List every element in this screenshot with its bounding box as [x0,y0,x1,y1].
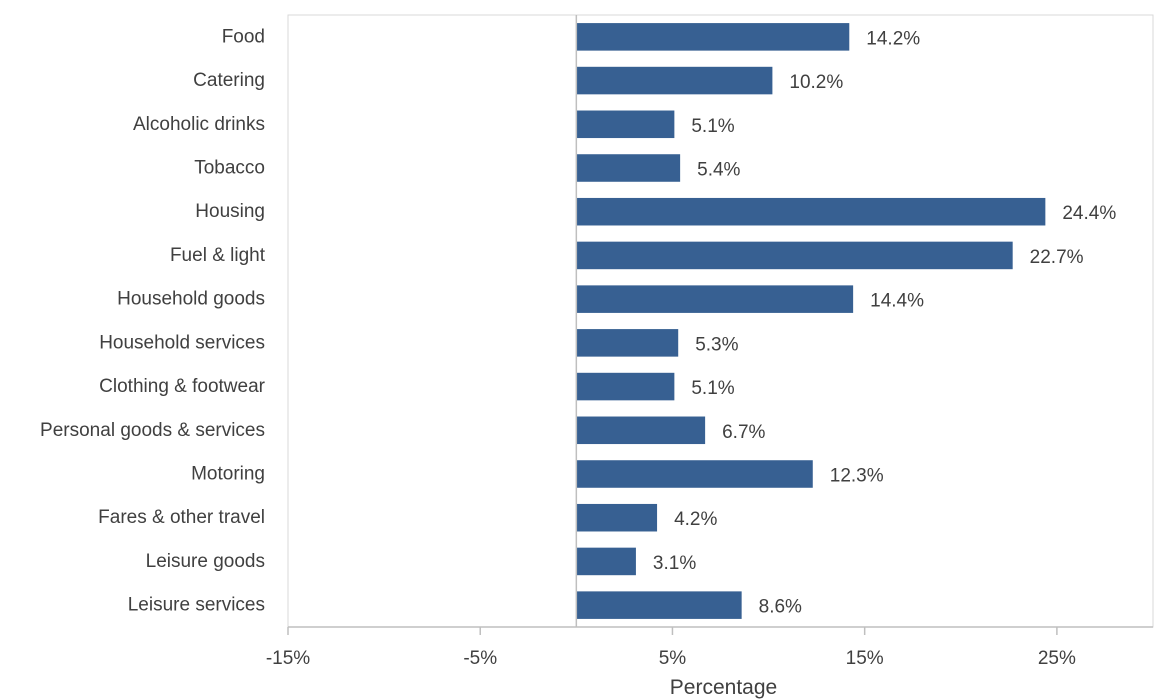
bars-layer [576,23,1046,619]
plot-frame [287,14,1154,628]
data-label: 5.3% [695,334,738,355]
bar [576,241,1013,270]
bar [576,460,813,488]
category-label: Housing [195,201,265,222]
data-label: 4.2% [674,509,717,530]
category-label: Catering [193,70,265,91]
data-label: 3.1% [653,553,696,574]
category-label: Fares & other travel [98,507,265,528]
bar [576,66,773,95]
bar [576,154,681,182]
bar [576,110,675,139]
bar [576,329,679,357]
category-label: Clothing & footwear [99,376,265,397]
data-label: 14.4% [870,291,924,312]
x-tick-label: 25% [1038,648,1076,669]
category-label: Household services [99,332,265,353]
category-label: Leisure services [128,595,265,616]
x-tick-label: -15% [266,648,310,669]
category-label: Food [222,26,265,47]
category-label: Household goods [117,289,265,310]
x-axis-ticks: -15% -5% 5% 15% 25% [266,627,1076,669]
data-label: 8.6% [759,597,802,618]
data-label: 22.7% [1030,247,1084,268]
bar [576,23,850,51]
x-tick-label: 5% [659,648,687,669]
bar [576,285,854,313]
x-tick-label: -5% [463,648,497,669]
category-label: Personal goods & services [40,420,265,441]
bar [576,372,675,401]
data-label: 5.4% [697,160,740,181]
bar [576,416,706,445]
category-label: Tobacco [194,158,265,179]
x-tick-label: 15% [846,648,884,669]
data-label: 5.1% [691,378,734,399]
data-label: 12.3% [830,466,884,487]
data-label: 5.1% [691,116,734,137]
data-label: 14.2% [866,28,920,49]
category-labels: Food Catering Alcoholic drinks Tobacco Housi… [40,26,266,615]
category-label: Leisure goods [146,551,265,572]
x-axis-title: Percentage [670,676,777,699]
bar [576,503,658,532]
bar [576,591,742,619]
data-label: 6.7% [722,422,765,443]
category-label: Motoring [191,464,265,485]
bar [576,547,636,576]
category-label: Alcoholic drinks [133,114,265,135]
bar [576,197,1046,226]
category-label: Fuel & light [170,245,266,266]
value-labels: 14.2% 10.2% 5.1% 5.4% 24.4% 22.7% 14.4% 5.3% 5.1… [653,28,1116,617]
data-label: 24.4% [1062,203,1116,224]
data-label: 10.2% [789,72,843,93]
